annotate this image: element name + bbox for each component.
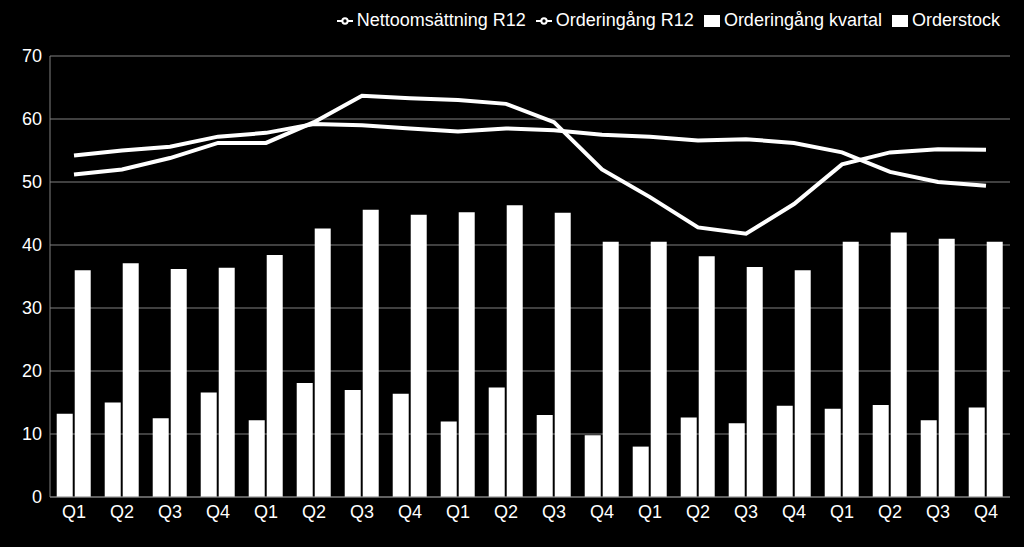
svg-text:Q2: Q2 [878, 502, 902, 522]
html-text:Nettoomsättning R12: Nettoomsättning R12 [356, 10, 526, 30]
svg-text:Q1: Q1 [446, 502, 470, 522]
svg-text:Q3: Q3 [734, 502, 758, 522]
svg-text:20: 20 [22, 361, 42, 381]
svg-text:Q4: Q4 [398, 502, 422, 522]
svg-text:Q2: Q2 [686, 502, 710, 522]
svg-text:Q2: Q2 [110, 502, 134, 522]
svg-text:40: 40 [22, 235, 42, 255]
svg-text:Q3: Q3 [926, 502, 950, 522]
svg-text:Q4: Q4 [590, 502, 614, 522]
svg-text:Q3: Q3 [350, 502, 374, 522]
svg-text:Q4: Q4 [206, 502, 230, 522]
html-text:Orderingång kvartal: Orderingång kvartal [723, 10, 882, 30]
html-text:Orderstock: Orderstock [912, 10, 1000, 30]
html-text:Orderingång R12: Orderingång R12 [555, 10, 694, 30]
svg-text:Q1: Q1 [62, 502, 86, 522]
svg-text:Q3: Q3 [158, 502, 182, 522]
svg-text:Q1: Q1 [638, 502, 662, 522]
svg-text:Q2: Q2 [494, 502, 518, 522]
svg-text:Q4: Q4 [974, 502, 998, 522]
svg-text:60: 60 [22, 109, 42, 129]
svg-text:Q3: Q3 [542, 502, 566, 522]
svg-text:Q4: Q4 [782, 502, 806, 522]
svg-text:Q1: Q1 [830, 502, 854, 522]
svg-text:70: 70 [22, 46, 42, 66]
svg-text:0: 0 [32, 487, 42, 507]
svg-text:Q1: Q1 [254, 502, 278, 522]
svg-text:50: 50 [22, 172, 42, 192]
svg-text:10: 10 [22, 424, 42, 444]
svg-text:30: 30 [22, 298, 42, 318]
svg-text:Q2: Q2 [302, 502, 326, 522]
